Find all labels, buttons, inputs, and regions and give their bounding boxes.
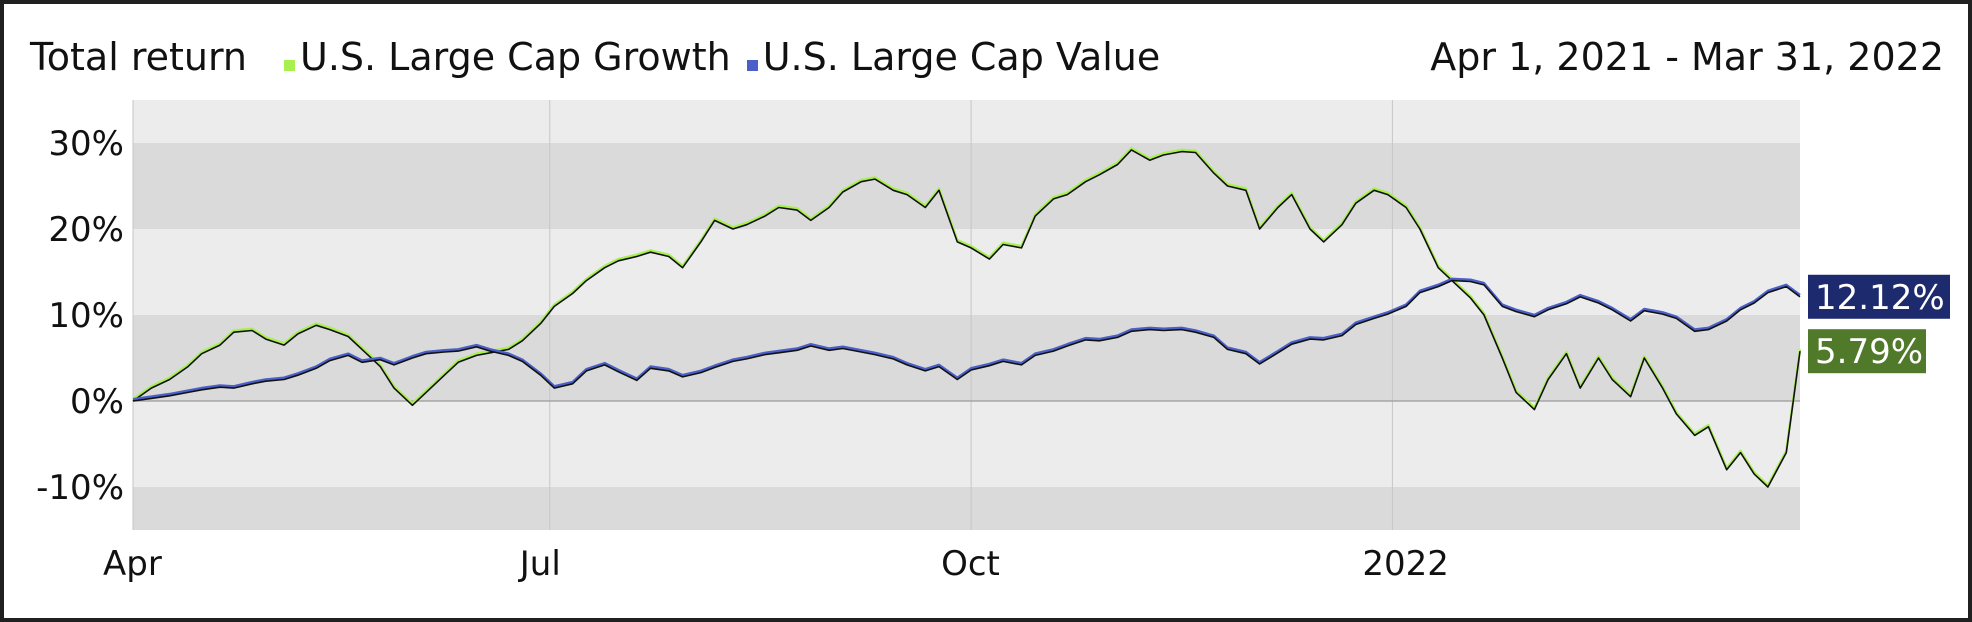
legend-swatch-value bbox=[746, 59, 758, 71]
legend-item-growth: U.S. Large Cap Growth bbox=[284, 38, 731, 76]
y-tick-label: 30% bbox=[48, 124, 124, 164]
legend-label-value: U.S. Large Cap Value bbox=[762, 35, 1161, 79]
legend: U.S. Large Cap Growth U.S. Large Cap Val… bbox=[284, 38, 1176, 76]
end-label-box-value bbox=[1808, 274, 1950, 319]
x-tick-label: 2022 bbox=[1362, 544, 1449, 584]
grid-band bbox=[133, 487, 1800, 530]
y-tick-label: 20% bbox=[48, 210, 124, 250]
legend-swatch-growth bbox=[284, 59, 295, 71]
x-tick-label: Apr bbox=[103, 544, 162, 584]
grid-band bbox=[133, 401, 1800, 487]
grid-band bbox=[133, 229, 1800, 315]
x-tick-label: Jul bbox=[518, 544, 561, 584]
legend-label-growth: U.S. Large Cap Growth bbox=[300, 35, 731, 79]
chart-title: Total return bbox=[30, 35, 248, 79]
end-label-value: 12.12% bbox=[1815, 278, 1945, 318]
grid-band bbox=[133, 143, 1800, 229]
end-label-box-growth bbox=[1808, 329, 1926, 374]
grid-band bbox=[133, 100, 1800, 143]
legend-item-value: U.S. Large Cap Value bbox=[746, 35, 1161, 79]
x-tick-label: Oct bbox=[941, 544, 1000, 584]
series-line-value bbox=[132, 279, 1801, 402]
end-label-growth: 5.79% bbox=[1815, 332, 1923, 372]
date-range: Apr 1, 2021 - Mar 31, 2022 bbox=[1430, 35, 1944, 79]
y-tick-label: -10% bbox=[36, 468, 124, 508]
y-tick-label: 10% bbox=[48, 296, 124, 336]
series-line-color-value bbox=[132, 277, 1801, 401]
y-tick-label: 0% bbox=[70, 382, 124, 422]
series-line-color-growth bbox=[132, 146, 1802, 487]
series-line-growth bbox=[132, 149, 1801, 488]
